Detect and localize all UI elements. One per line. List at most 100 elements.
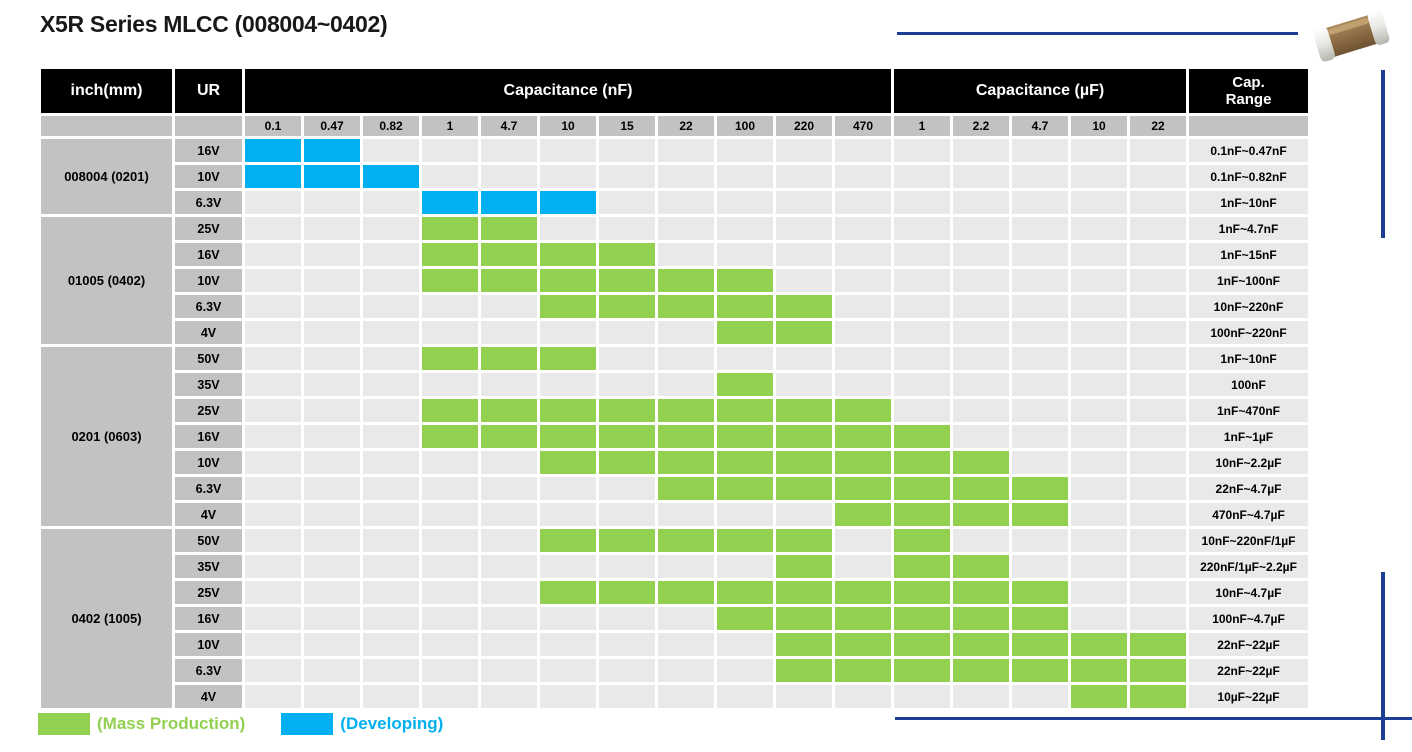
matrix-cell-empty: [658, 191, 714, 214]
subheader-capacitance-value: 0.47: [304, 116, 360, 136]
matrix-cell-empty: [245, 503, 301, 526]
matrix-cell-empty: [1012, 139, 1068, 162]
matrix-cell-empty: [1130, 191, 1186, 214]
matrix-cell-empty: [658, 243, 714, 266]
matrix-cell-empty: [363, 139, 419, 162]
matrix-cell-empty: [1130, 555, 1186, 578]
matrix-cell-mass_production: [1012, 503, 1068, 526]
matrix-cell-empty: [363, 503, 419, 526]
voltage-cell: 6.3V: [175, 191, 242, 214]
matrix-cell-empty: [422, 555, 478, 578]
matrix-cell-empty: [599, 191, 655, 214]
matrix-cell-empty: [1012, 269, 1068, 292]
matrix-cell-mass_production: [1012, 659, 1068, 682]
matrix-cell-mass_production: [422, 347, 478, 370]
voltage-cell: 50V: [175, 347, 242, 370]
cap-range-cell: 1nF~10nF: [1189, 347, 1308, 370]
cap-range-cell: 1nF~4.7nF: [1189, 217, 1308, 240]
subheader-capacitance-value: 22: [1130, 116, 1186, 136]
matrix-cell-empty: [658, 607, 714, 630]
matrix-cell-empty: [363, 269, 419, 292]
matrix-cell-mass_production: [776, 581, 832, 604]
cap-range-cell: 10nF~2.2µF: [1189, 451, 1308, 474]
matrix-cell-mass_production: [835, 607, 891, 630]
matrix-cell-empty: [599, 139, 655, 162]
matrix-cell-mass_production: [776, 477, 832, 500]
matrix-cell-empty: [481, 451, 537, 474]
matrix-cell-mass_production: [894, 633, 950, 656]
matrix-cell-mass_production: [599, 581, 655, 604]
matrix-cell-empty: [894, 243, 950, 266]
matrix-cell-empty: [717, 659, 773, 682]
cap-range-cell: 470nF~4.7µF: [1189, 503, 1308, 526]
subheader-capacitance-value: 10: [1071, 116, 1127, 136]
mlcc-chip-image: [1313, 10, 1390, 62]
matrix-cell-empty: [304, 581, 360, 604]
matrix-cell-empty: [540, 217, 596, 240]
matrix-cell-mass_production: [422, 399, 478, 422]
matrix-cell-empty: [1071, 217, 1127, 240]
matrix-cell-empty: [658, 217, 714, 240]
matrix-cell-empty: [363, 477, 419, 500]
voltage-cell: 25V: [175, 217, 242, 240]
matrix-cell-empty: [540, 685, 596, 708]
matrix-cell-empty: [363, 243, 419, 266]
matrix-cell-empty: [363, 555, 419, 578]
matrix-cell-mass_production: [835, 425, 891, 448]
subheader-capacitance-value: 1: [422, 116, 478, 136]
matrix-cell-mass_production: [658, 269, 714, 292]
matrix-cell-mass_production: [1130, 659, 1186, 682]
matrix-cell-empty: [658, 659, 714, 682]
matrix-cell-empty: [422, 633, 478, 656]
matrix-cell-empty: [717, 165, 773, 188]
group-size-cell: 0201 (0603): [41, 347, 172, 526]
cap-range-cell: 0.1nF~0.47nF: [1189, 139, 1308, 162]
matrix-cell-mass_production: [953, 503, 1009, 526]
matrix-cell-developing: [304, 139, 360, 162]
matrix-cell-empty: [1071, 295, 1127, 318]
matrix-cell-mass_production: [599, 425, 655, 448]
decor-line-top-vertical: [1381, 70, 1385, 238]
matrix-cell-empty: [245, 555, 301, 578]
matrix-cell-empty: [540, 659, 596, 682]
matrix-cell-empty: [658, 347, 714, 370]
matrix-cell-empty: [1130, 503, 1186, 526]
matrix-cell-mass_production: [1071, 685, 1127, 708]
subheader-blank-range: [1189, 116, 1308, 136]
matrix-cell-mass_production: [717, 529, 773, 552]
matrix-cell-mass_production: [658, 399, 714, 422]
matrix-cell-empty: [1012, 529, 1068, 552]
voltage-cell: 25V: [175, 399, 242, 422]
table-row: 4V 100nF~220nF: [41, 321, 1308, 344]
matrix-cell-empty: [1130, 269, 1186, 292]
group-size-cell: 008004 (0201): [41, 139, 172, 214]
matrix-cell-empty: [835, 321, 891, 344]
matrix-cell-mass_production: [1130, 685, 1186, 708]
matrix-cell-mass_production: [776, 607, 832, 630]
matrix-cell-empty: [304, 451, 360, 474]
legend-swatch-developing: [281, 713, 334, 735]
matrix-cell-empty: [245, 451, 301, 474]
matrix-cell-empty: [599, 659, 655, 682]
table-row: 6.3V 10nF~220nF: [41, 295, 1308, 318]
matrix-cell-empty: [481, 295, 537, 318]
table-row: 0402 (1005) 50V 10nF~220nF/1µF: [41, 529, 1308, 708]
matrix-cell-empty: [717, 139, 773, 162]
matrix-cell-mass_production: [953, 607, 1009, 630]
matrix-cell-empty: [1071, 165, 1127, 188]
matrix-cell-empty: [304, 477, 360, 500]
matrix-cell-empty: [776, 269, 832, 292]
matrix-cell-mass_production: [894, 425, 950, 448]
matrix-cell-mass_production: [658, 529, 714, 552]
matrix-cell-empty: [1071, 139, 1127, 162]
matrix-cell-empty: [599, 633, 655, 656]
matrix-cell-empty: [1012, 321, 1068, 344]
matrix-cell-empty: [835, 139, 891, 162]
table-row: 6.3V 22nF~22µF: [41, 659, 1308, 682]
voltage-cell: 16V: [175, 139, 242, 162]
matrix-cell-empty: [540, 607, 596, 630]
matrix-cell-empty: [894, 217, 950, 240]
subheader-capacitance-value: 10: [540, 116, 596, 136]
matrix-cell-mass_production: [599, 529, 655, 552]
matrix-cell-empty: [835, 529, 891, 552]
